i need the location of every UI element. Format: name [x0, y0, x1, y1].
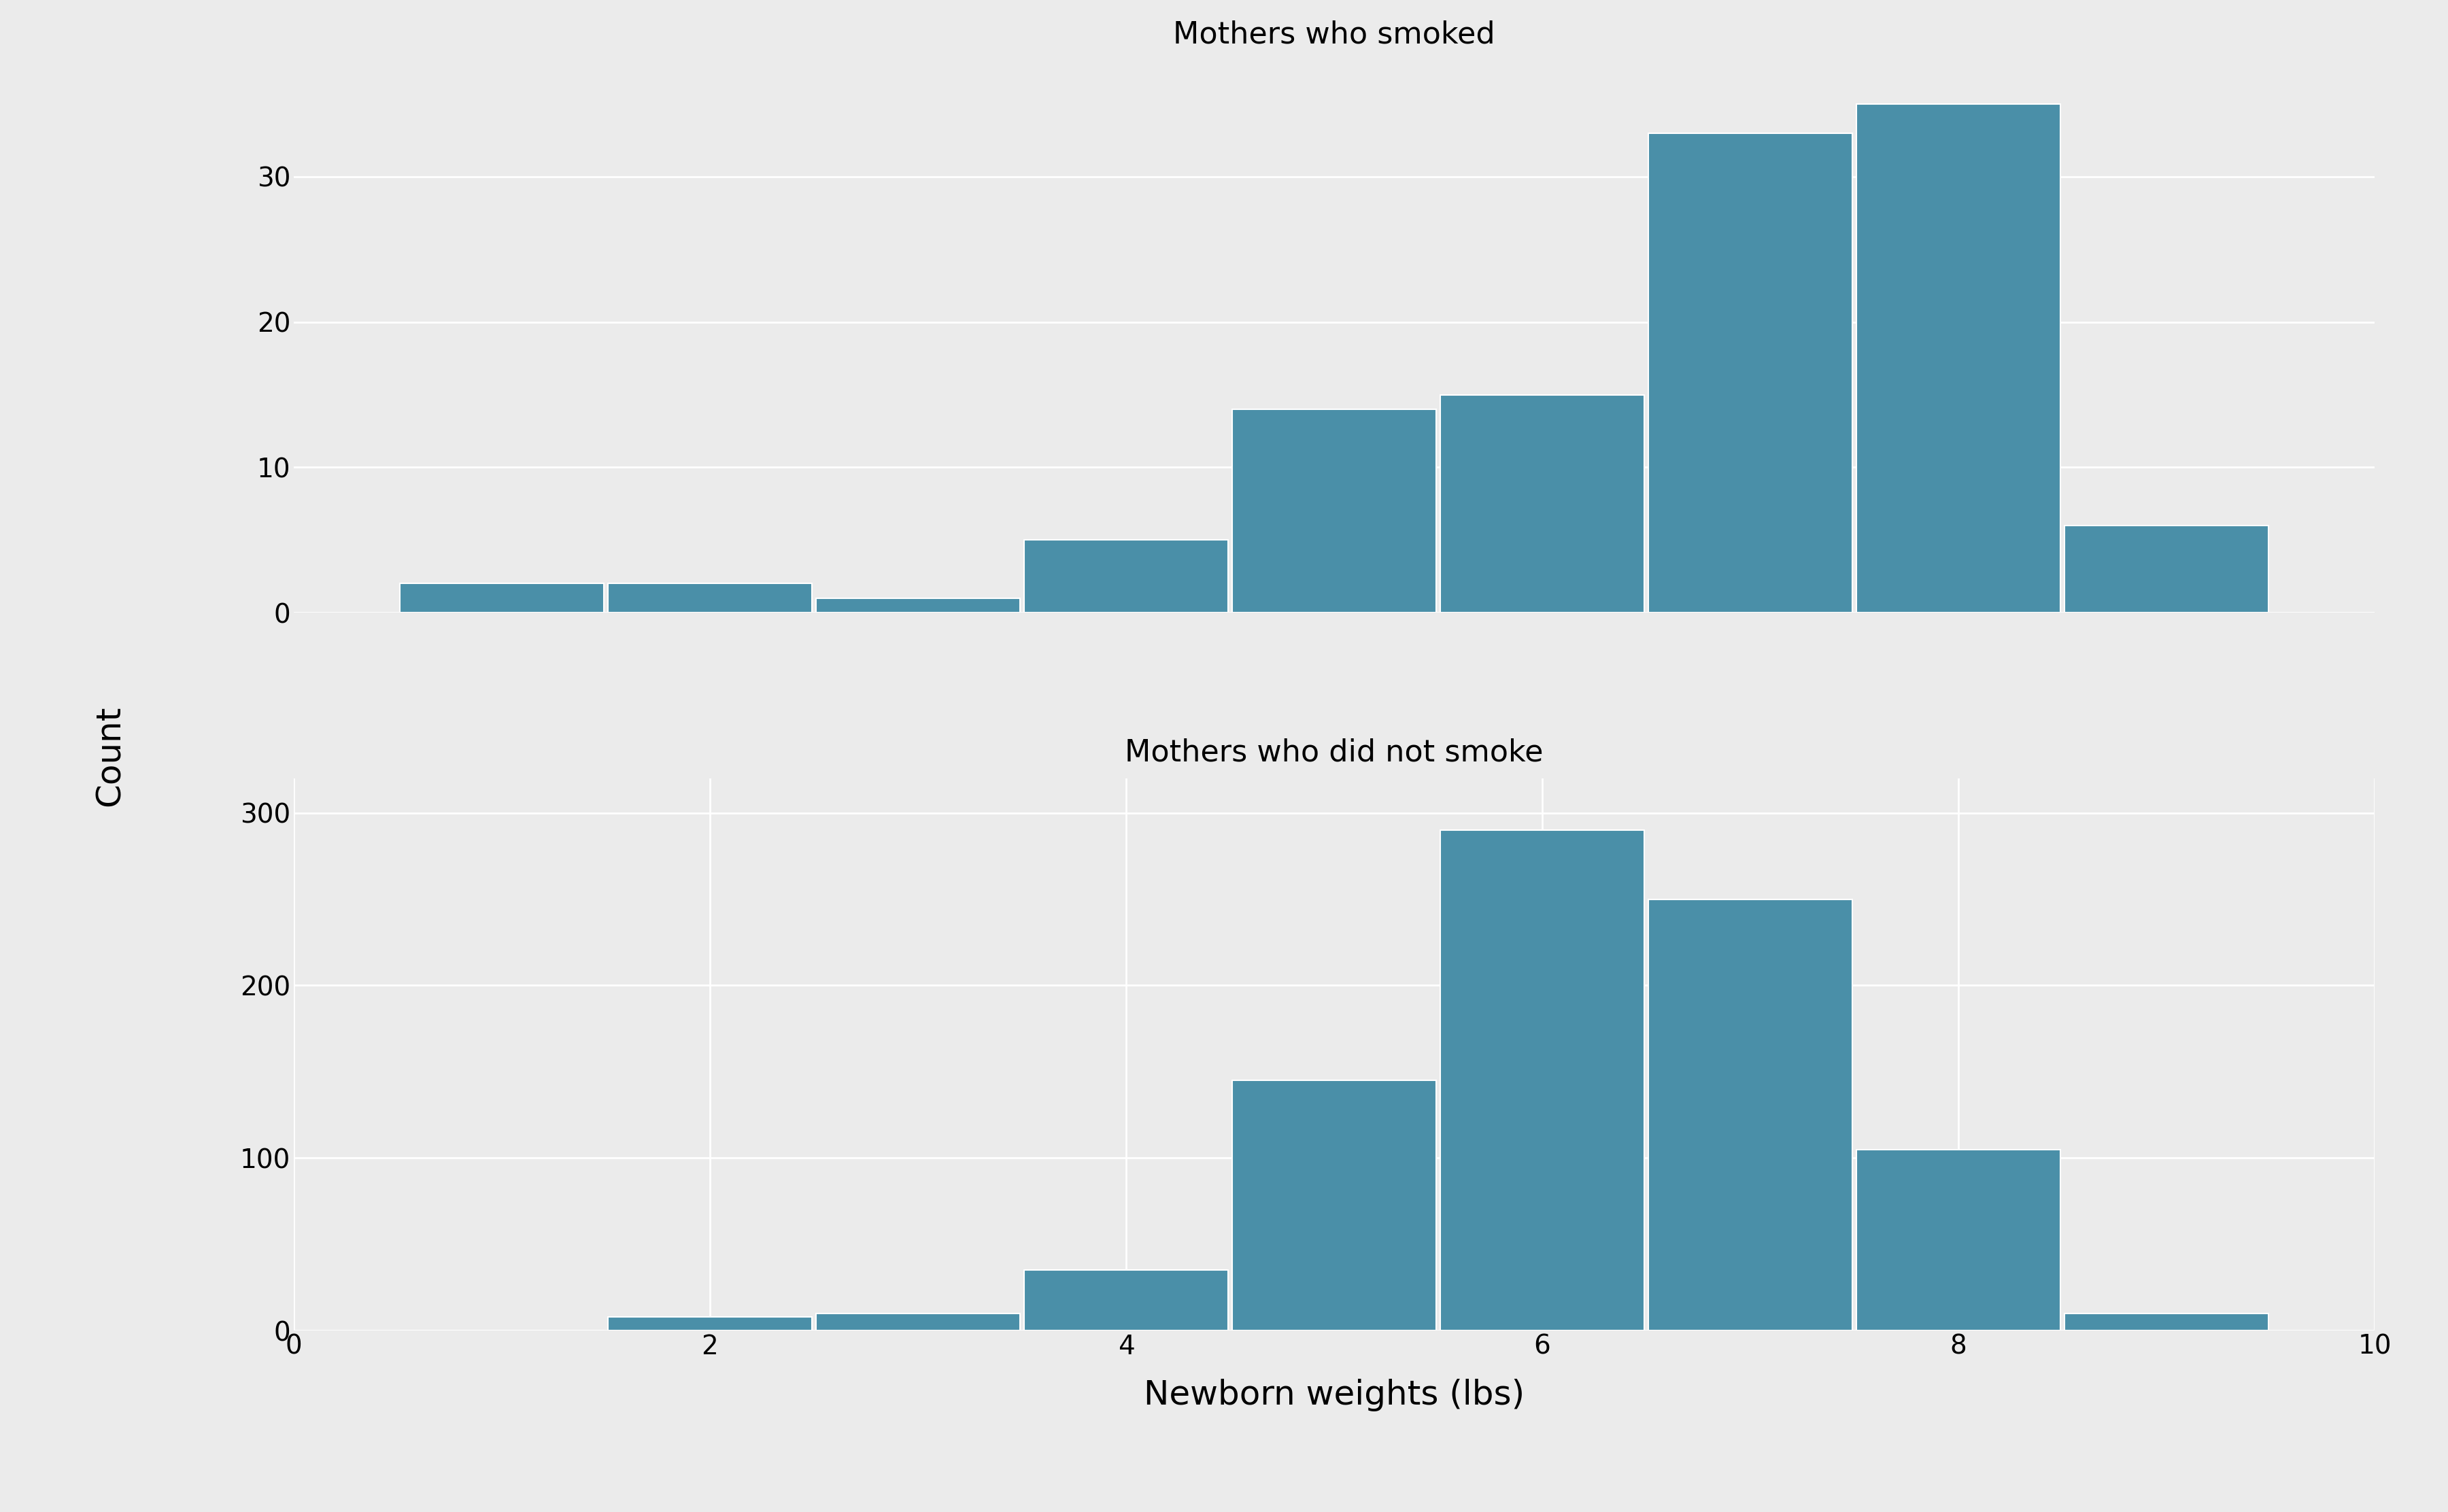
Bar: [1856, 104, 2061, 612]
X-axis label: Newborn weights (lbs): Newborn weights (lbs): [1143, 1379, 1525, 1411]
Title: Mothers who did not smoke: Mothers who did not smoke: [1126, 738, 1542, 768]
Bar: [1231, 410, 1437, 612]
Bar: [607, 1317, 813, 1331]
Bar: [815, 1314, 1021, 1331]
Bar: [1023, 1270, 1229, 1331]
Bar: [607, 584, 813, 612]
Text: Count: Count: [93, 706, 127, 806]
Bar: [1023, 540, 1229, 612]
Bar: [399, 584, 605, 612]
Bar: [2064, 1314, 2269, 1331]
Title: Mothers who smoked: Mothers who smoked: [1173, 20, 1496, 50]
Bar: [1648, 900, 1853, 1331]
Bar: [1231, 1081, 1437, 1331]
Bar: [1856, 1149, 2061, 1331]
Bar: [815, 599, 1021, 612]
Bar: [1648, 133, 1853, 612]
Bar: [1439, 830, 1645, 1331]
Bar: [2064, 526, 2269, 612]
Bar: [1439, 395, 1645, 612]
